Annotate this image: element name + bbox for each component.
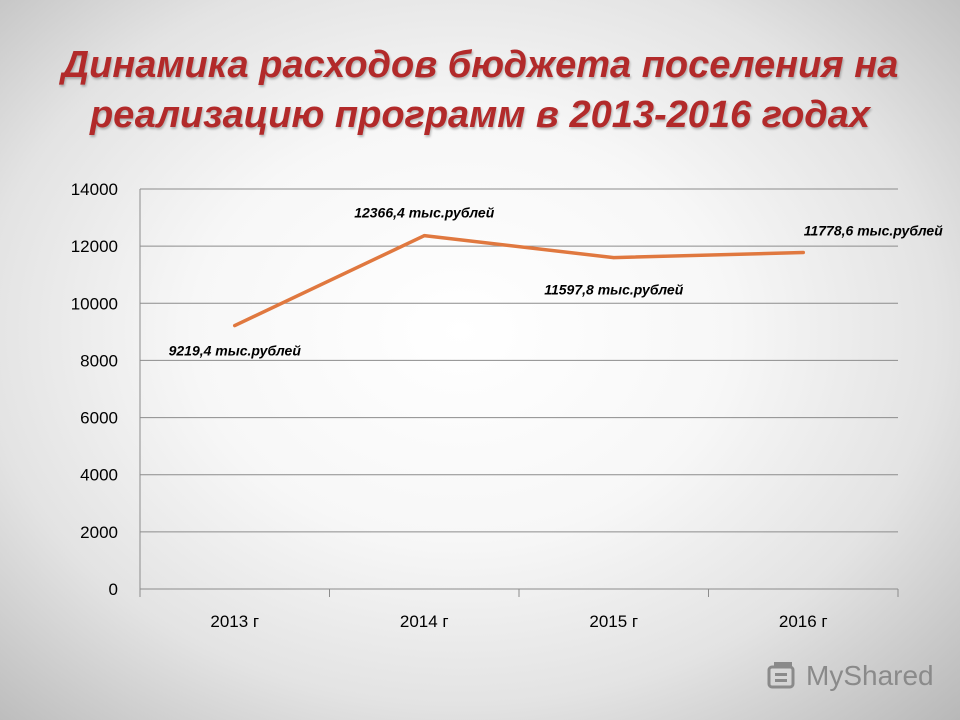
x-tick-label: 2016 г (779, 612, 828, 631)
slide-title-line-2: реализацию программ в 2013-2016 годах (89, 94, 871, 136)
watermark-text: MyShared (806, 660, 934, 691)
y-tick-label: 8000 (80, 351, 118, 370)
slide-title: Динамика расходов бюджета поселения на р… (40, 40, 920, 140)
x-tick-label: 2015 г (589, 612, 638, 631)
data-point (233, 324, 237, 328)
x-tick-label: 2013 г (210, 612, 259, 631)
y-tick-label: 12000 (71, 237, 118, 256)
series-line (233, 233, 805, 328)
mybook-logo-icon (767, 662, 795, 689)
data-label: 11778,6 тыс.рублей (804, 222, 943, 238)
y-tick-label: 2000 (80, 523, 118, 542)
slide-title-line-1: Динамика расходов бюджета поселения на (61, 44, 899, 86)
data-point (422, 234, 426, 238)
data-point (612, 256, 616, 260)
data-label: 9219,4 тыс.рублей (169, 343, 302, 359)
y-tick-label: 14000 (71, 180, 118, 199)
y-tick-label: 0 (109, 580, 118, 599)
watermark: MyShared (766, 656, 934, 696)
y-tick-label: 4000 (80, 466, 118, 485)
data-point (801, 250, 805, 254)
y-tick-label: 6000 (80, 409, 118, 428)
data-label: 12366,4 тыс.рублей (354, 205, 495, 221)
data-label: 11597,8 тыс.рублей (544, 282, 683, 298)
y-tick-label: 10000 (71, 294, 118, 313)
x-tick-label: 2014 г (400, 612, 449, 631)
